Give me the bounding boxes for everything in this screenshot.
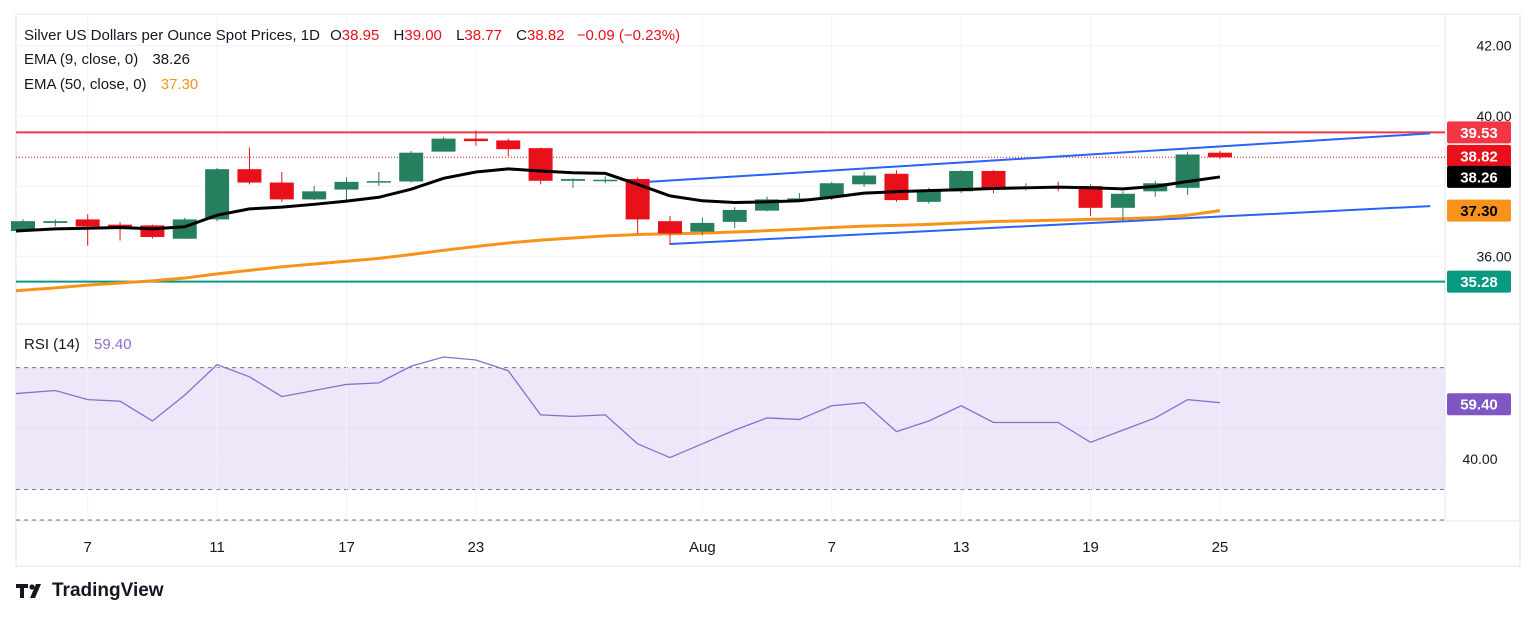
current-price-badge-box	[1447, 144, 1511, 167]
candle-body	[560, 179, 585, 181]
candle-body	[819, 183, 844, 198]
candle-body	[140, 225, 165, 237]
legend-rsi-value: 59.40	[94, 336, 132, 353]
candle-body	[755, 199, 780, 211]
legend-ema9-label: EMA (9, close, 0)	[24, 51, 139, 68]
legend-ema9: EMA (9, close, 0) 38.26	[24, 51, 194, 68]
time-tick-label: 7	[84, 539, 92, 556]
time-tick-label: 13	[953, 539, 970, 556]
candle-body	[399, 152, 424, 182]
candle-body	[528, 148, 553, 181]
time-tick-label: 7	[828, 539, 836, 556]
legend-rsi-label: RSI (14)	[24, 336, 80, 353]
candle-body	[302, 191, 327, 200]
legend-close: C38.82	[516, 27, 565, 44]
legend-ema50-label: EMA (50, close, 0)	[24, 76, 147, 93]
time-tick-label: Aug	[689, 539, 716, 556]
rsi-tick-label: 40.00	[1462, 451, 1497, 467]
candle-body	[916, 191, 941, 202]
candle-body	[722, 209, 747, 222]
ema9-line	[15, 167, 1221, 233]
ema50-badge-box	[1447, 199, 1511, 222]
candle-body	[949, 170, 974, 192]
support-badge-box	[1447, 270, 1511, 293]
candle-body	[787, 198, 812, 200]
brand-name: TradingView	[52, 580, 164, 601]
time-tick-label: 19	[1082, 539, 1099, 556]
candle-body	[237, 169, 262, 183]
ema50-line	[15, 209, 1221, 293]
candle-body	[1110, 193, 1135, 208]
legend-ohlc: Silver US Dollars per Ounce Spot Prices,…	[24, 27, 684, 44]
candle-body	[108, 224, 133, 227]
legend-ema50-value: 37.30	[160, 76, 199, 93]
resistance-badge-text: 39.53	[1460, 125, 1498, 142]
time-tick-label: 17	[338, 539, 355, 556]
legend-open: O38.95	[330, 27, 380, 44]
tradingview-logo-icon	[16, 584, 41, 598]
tradingview-brand[interactable]: TradingView	[16, 580, 164, 602]
rsi-badge-box	[1447, 393, 1511, 416]
candle-body	[690, 222, 715, 232]
ema50-badge-text: 37.30	[1460, 203, 1498, 220]
rsi-badge-text: 59.40	[1460, 397, 1498, 414]
channel-upper-line	[637, 132, 1431, 184]
candle-body	[496, 140, 521, 150]
legend-rsi: RSI (14) 59.40	[24, 336, 136, 353]
legend-title: Silver US Dollars per Ounce Spot Prices,…	[24, 27, 320, 44]
candle-body	[593, 179, 618, 182]
legend-ema9-value: 38.26	[152, 51, 190, 68]
candle-body	[43, 221, 68, 223]
rsi-line	[15, 356, 1221, 459]
legend-high: H39.00	[393, 27, 442, 44]
candle-body	[1207, 152, 1232, 158]
channel-lower-line	[669, 205, 1431, 245]
candle-body	[334, 181, 359, 190]
legend-low: L38.77	[456, 27, 502, 44]
candle-body	[463, 138, 488, 142]
time-tick-label: 11	[209, 539, 225, 556]
time-tick-label: 25	[1212, 539, 1229, 556]
candle-body	[205, 169, 230, 220]
resistance-badge-box	[1447, 121, 1511, 144]
candle-body	[852, 175, 877, 185]
candle-body	[11, 221, 35, 232]
ema9-badge-box	[1447, 165, 1511, 188]
candle-body	[366, 181, 391, 183]
current-price-badge-text: 38.82	[1460, 148, 1498, 165]
candle-body	[75, 219, 100, 227]
candle-body	[431, 138, 456, 152]
price-tick-label: 40.00	[1476, 108, 1511, 124]
legend-change: −0.09 (−0.23%)	[576, 27, 681, 44]
candle-body	[658, 221, 682, 234]
candle-body	[981, 170, 1006, 188]
legend-ema50: EMA (50, close, 0) 37.30	[24, 76, 202, 93]
support-badge-text: 35.28	[1460, 274, 1498, 291]
ema9-badge-text: 38.26	[1460, 169, 1498, 186]
candle-body	[884, 173, 909, 201]
candle-body	[1078, 186, 1103, 208]
time-tick-label: 23	[468, 539, 485, 556]
price-tick-label: 36.00	[1476, 248, 1511, 264]
candle-body	[269, 182, 294, 200]
price-tick-label: 42.00	[1476, 38, 1511, 54]
